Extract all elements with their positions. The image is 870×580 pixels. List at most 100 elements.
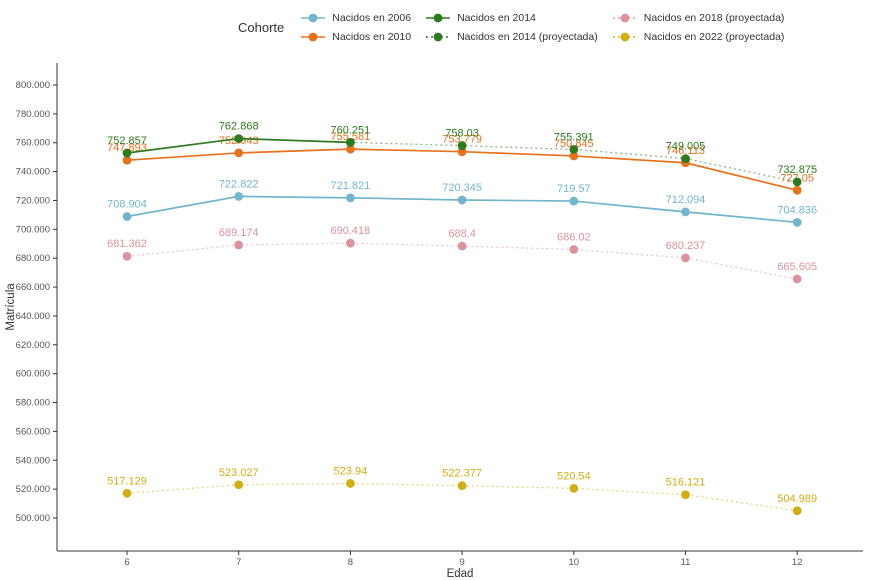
data-point-label: 680.237 xyxy=(666,240,706,252)
y-axis-title: Matrícula xyxy=(5,283,17,331)
legend-item-label: Nacidos en 2018 (proyectada) xyxy=(643,11,785,24)
data-point xyxy=(457,141,467,150)
x-axis-tick-label: 10 xyxy=(569,557,580,568)
data-point xyxy=(122,212,132,221)
y-axis-tick-label: 600.000 xyxy=(16,369,50,380)
data-point-label: 719.57 xyxy=(557,183,591,195)
legend-item-label: Nacidos en 2014 (proyectada) xyxy=(457,30,598,43)
data-point xyxy=(234,148,244,158)
data-point-label: 522.377 xyxy=(442,468,482,480)
data-point xyxy=(234,191,244,201)
data-point xyxy=(346,144,355,154)
y-axis-tick-label: 540.000 xyxy=(16,455,50,466)
data-point-label: 708.904 xyxy=(107,198,147,210)
data-point-label: 722.822 xyxy=(219,178,259,190)
data-point xyxy=(234,480,244,490)
y-axis-tick-label: 500.000 xyxy=(16,513,50,524)
y-axis-tick-label: 720.000 xyxy=(16,195,50,206)
legend-item-4: Nacidos en 2018 (proyectada) xyxy=(612,8,785,27)
data-point xyxy=(792,506,802,516)
y-axis-tick-label: 700.000 xyxy=(16,224,50,235)
data-point-label: 746.113 xyxy=(666,145,705,157)
legend-items: Nacidos en 2006 Nacidos en 2010 Nacidos en… xyxy=(300,8,784,46)
data-point xyxy=(569,151,579,161)
data-point-label: 749.005 xyxy=(666,141,706,153)
y-axis-tick-label: 740.000 xyxy=(16,167,50,178)
data-point-label: 760.251 xyxy=(331,124,371,136)
data-point xyxy=(346,193,355,203)
data-point-label: 688.4 xyxy=(448,228,476,240)
legend-marker-icon xyxy=(612,13,637,22)
y-axis-tick-label: 580.000 xyxy=(16,398,50,409)
data-point-label: 762.868 xyxy=(219,121,259,133)
x-axis-tick-label: 9 xyxy=(459,557,464,568)
data-point xyxy=(457,147,467,157)
data-point-label: 686.02 xyxy=(557,232,591,244)
x-axis-tick-label: 6 xyxy=(124,557,129,568)
legend-marker-icon xyxy=(301,13,326,22)
legend-marker-icon xyxy=(612,32,637,41)
data-point xyxy=(457,241,467,251)
data-point xyxy=(681,490,690,500)
data-point xyxy=(569,483,579,493)
data-point-label: 755.581 xyxy=(331,131,371,143)
data-point-label: 712.094 xyxy=(666,194,706,206)
data-point xyxy=(792,185,802,195)
y-axis-tick-label: 680.000 xyxy=(16,253,50,264)
legend-item-0: Nacidos en 2006 xyxy=(300,8,411,27)
data-point xyxy=(681,253,690,263)
data-point xyxy=(681,207,690,217)
data-point-label: 755.391 xyxy=(554,131,594,143)
data-point-label: 753.779 xyxy=(442,134,482,146)
legend-item-3: Nacidos en 2014 (proyectada) xyxy=(425,27,598,46)
data-point-label: 690.418 xyxy=(331,225,371,237)
legend-marker-icon xyxy=(301,32,326,41)
x-axis-title: Edad xyxy=(447,568,474,580)
legend-marker-icon xyxy=(426,32,451,41)
data-point-label: 721.821 xyxy=(331,180,371,192)
legend-item-label: Nacidos en 2022 (proyectada) xyxy=(643,30,785,43)
data-point xyxy=(792,217,802,227)
data-point xyxy=(346,479,355,488)
data-point xyxy=(122,251,132,261)
y-axis-tick-label: 620.000 xyxy=(16,340,50,351)
data-point-label: 689.174 xyxy=(219,227,259,239)
data-point xyxy=(457,481,467,491)
y-axis-tick-label: 800.000 xyxy=(16,80,50,91)
data-point xyxy=(569,196,579,206)
data-point xyxy=(234,240,244,250)
data-point xyxy=(569,245,579,254)
data-point-label: 523.027 xyxy=(219,467,259,479)
data-point-label: 523.94 xyxy=(334,465,368,477)
data-point-label: 750.845 xyxy=(554,138,594,150)
data-point-label: 752.857 xyxy=(107,135,147,147)
data-point-label: 720.345 xyxy=(442,182,482,194)
data-point xyxy=(457,195,467,205)
data-point-label: 758.03 xyxy=(445,128,479,140)
y-axis-tick-label: 640.000 xyxy=(16,311,50,322)
chart-legend: Cohorte Nacidos en 2006 Nacidos en 2010 Na… xyxy=(238,8,784,46)
data-point-label: 517.129 xyxy=(107,475,147,487)
data-point-label: 704.836 xyxy=(777,204,817,216)
legend-item-5: Nacidos en 2022 (proyectada) xyxy=(612,27,785,46)
data-point-label: 732.875 xyxy=(777,164,817,176)
data-point-label: 665.605 xyxy=(777,261,817,273)
data-point xyxy=(122,488,132,498)
data-point xyxy=(569,144,579,154)
legend-item-label: Nacidos en 2010 xyxy=(332,30,412,43)
data-point xyxy=(792,274,802,284)
data-point-label: 504.989 xyxy=(777,493,817,505)
y-axis-tick-label: 660.000 xyxy=(16,282,50,293)
data-point xyxy=(122,148,132,158)
x-axis-tick-label: 12 xyxy=(792,557,803,568)
data-point-label: 681.362 xyxy=(107,238,147,250)
y-axis-tick-label: 560.000 xyxy=(16,426,50,437)
x-axis-tick-label: 7 xyxy=(236,557,241,568)
x-axis-tick-label: 11 xyxy=(681,557,691,568)
data-point-label: 516.121 xyxy=(666,477,706,489)
data-point xyxy=(122,155,132,165)
data-point xyxy=(346,238,355,248)
data-point xyxy=(681,154,690,164)
